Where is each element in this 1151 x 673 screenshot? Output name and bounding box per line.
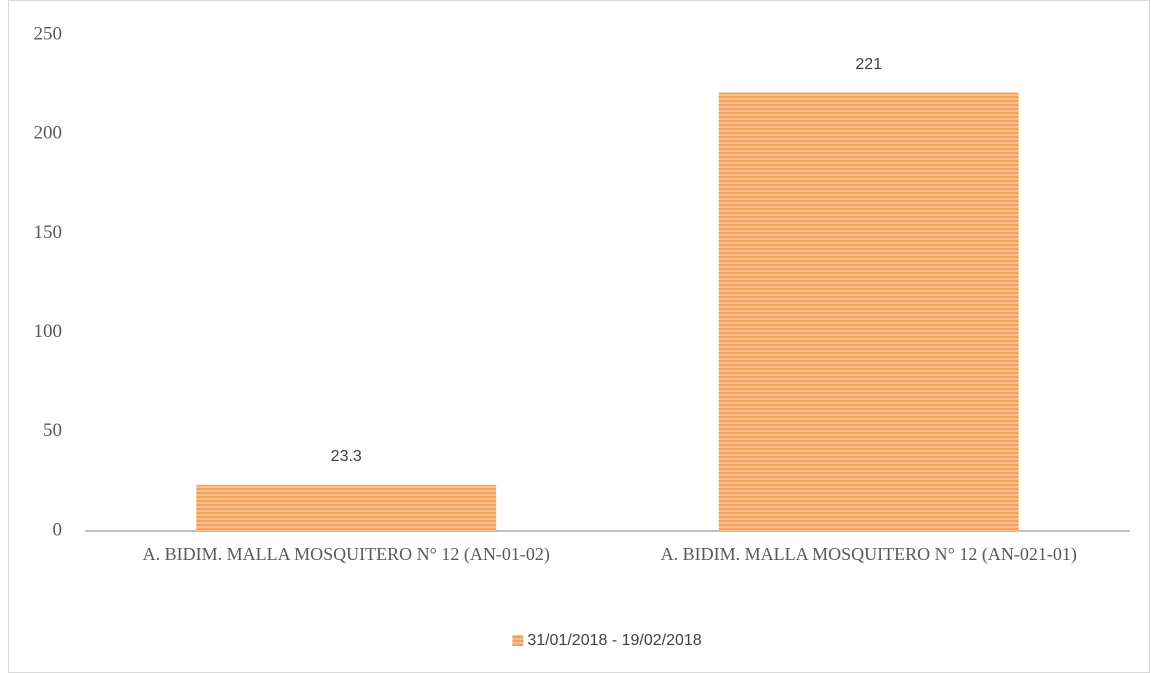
y-tick-label: 0 (53, 519, 63, 540)
bar (718, 92, 1019, 531)
y-tick-label: 250 (34, 23, 63, 44)
y-tick-label: 150 (34, 222, 63, 243)
y-tick-label: 200 (34, 123, 63, 144)
y-tick-label: 100 (34, 321, 63, 342)
legend-label: 31/01/2018 - 19/02/2018 (527, 632, 701, 649)
x-tick-label: A. BIDIM. MALLA MOSQUITERO N° 12 (AN-01-… (142, 544, 550, 564)
bar (196, 484, 497, 531)
data-label: 23.3 (331, 448, 362, 465)
y-tick-label: 50 (43, 420, 62, 441)
legend-swatch (512, 635, 524, 646)
x-tick-label: A. BIDIM. MALLA MOSQUITERO N° 12 (AN-021… (660, 544, 1077, 564)
data-label: 221 (855, 56, 882, 73)
